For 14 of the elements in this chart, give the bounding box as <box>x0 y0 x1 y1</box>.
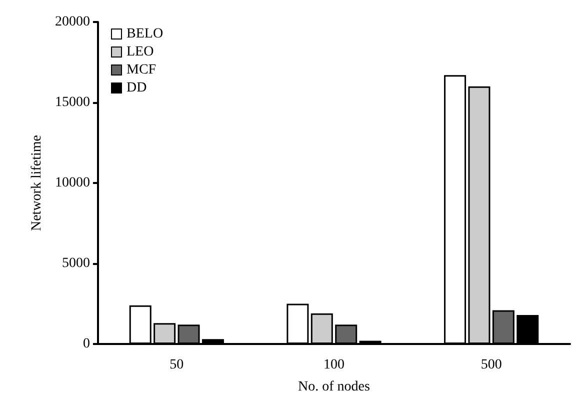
y-tick-label: 10000 <box>55 176 90 190</box>
legend-label: DD <box>126 80 147 96</box>
x-axis-title: No. of nodes <box>298 380 370 394</box>
y-tick-label: 15000 <box>55 95 90 110</box>
x-tick-label: 50 <box>170 358 184 372</box>
legend-label: MCF <box>126 62 156 78</box>
y-tick-label: 0 <box>83 336 90 352</box>
x-tick-label: 500 <box>480 358 502 372</box>
legend-label: LEO <box>126 44 154 60</box>
y-tick-label: 5000 <box>62 256 90 271</box>
y-axis-title: Network lifetime <box>30 134 45 232</box>
x-tick-label: 100 <box>324 358 344 372</box>
y-tick-label: 20000 <box>55 14 90 30</box>
legend-label: BELO <box>126 26 164 42</box>
